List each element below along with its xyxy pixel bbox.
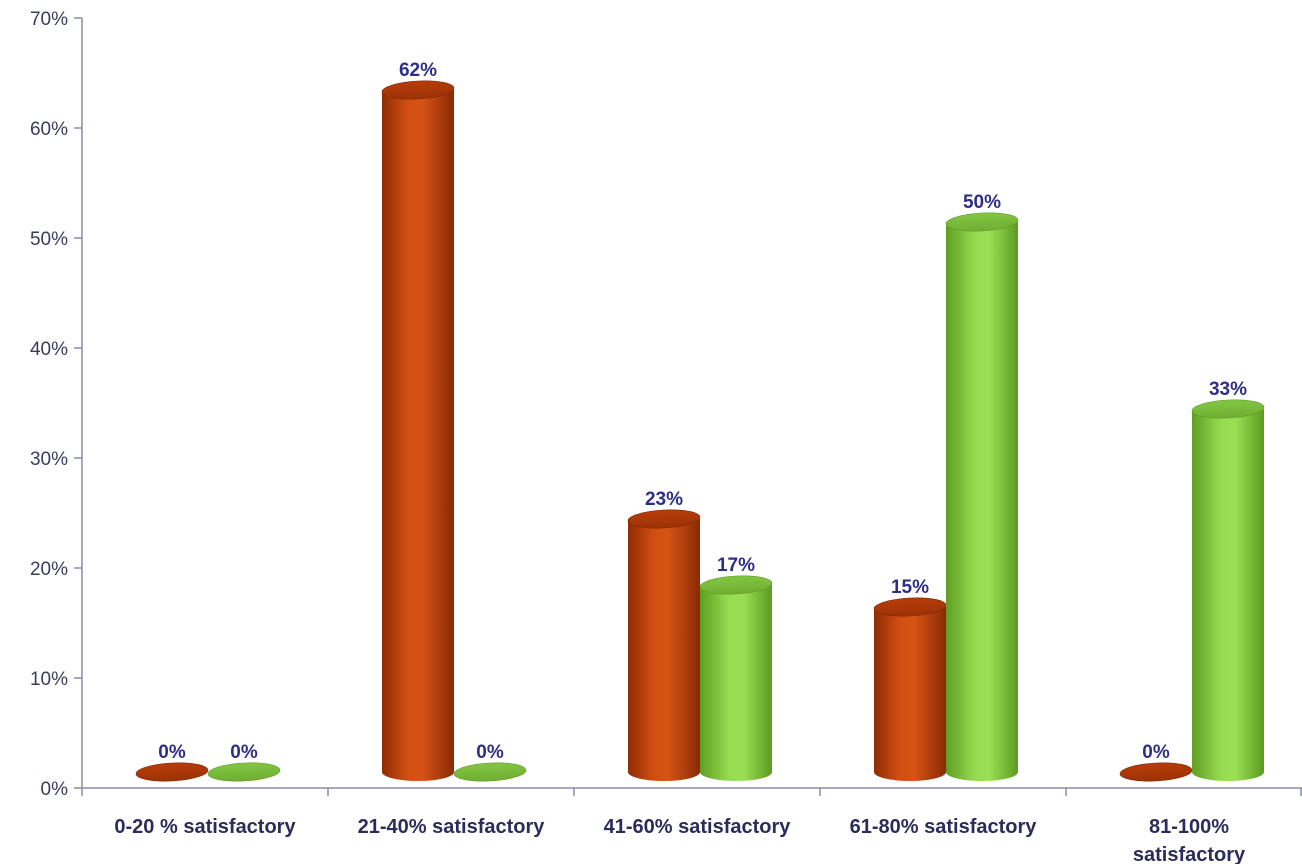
x-tick-label: 81-100% xyxy=(1149,816,1229,838)
bar-top xyxy=(453,762,527,782)
bar-top xyxy=(699,575,773,595)
data-label: 0% xyxy=(476,742,504,763)
bar xyxy=(207,762,281,782)
bar xyxy=(873,597,947,781)
y-tick-label: 60% xyxy=(30,119,68,140)
y-tick-label: 70% xyxy=(30,9,68,30)
data-labels: 0% 62% 23% 15% 0% 0% 0% 17% 50% 33% xyxy=(158,60,1247,763)
bar xyxy=(1191,399,1265,781)
y-tick-label: 0% xyxy=(41,779,69,800)
bar xyxy=(135,762,209,782)
bar xyxy=(945,212,1019,781)
data-label: 0% xyxy=(158,742,186,763)
y-tick-label: 10% xyxy=(30,669,68,690)
bar-top xyxy=(207,762,281,782)
x-tick-label: satisfactory xyxy=(1133,844,1246,864)
bar-top xyxy=(381,80,455,100)
bar-top xyxy=(945,212,1019,232)
data-label: 33% xyxy=(1209,379,1247,400)
data-label: 50% xyxy=(963,192,1001,213)
axes: 0% 10% 20% 30% 40% 50% 60% 70% 0-20 % satisfacto… xyxy=(30,9,1302,864)
bar xyxy=(381,80,455,781)
bar-top xyxy=(1119,762,1193,782)
y-tick-label: 50% xyxy=(30,229,68,250)
data-label: 0% xyxy=(230,742,258,763)
bar-body xyxy=(700,585,772,781)
bar xyxy=(699,575,773,781)
bar-body xyxy=(382,90,454,781)
bar-top xyxy=(135,762,209,782)
data-label: 62% xyxy=(399,60,437,81)
data-label: 15% xyxy=(891,577,929,598)
bars xyxy=(135,80,1265,782)
x-tick-label: 0-20 % satisfactory xyxy=(114,816,296,838)
bar xyxy=(1119,762,1193,782)
bar-body xyxy=(946,222,1018,781)
data-label: 0% xyxy=(1142,742,1170,763)
bar-top xyxy=(873,597,947,617)
data-label: 23% xyxy=(645,489,683,510)
bar-body xyxy=(874,607,946,781)
x-tick-label: 61-80% satisfactory xyxy=(850,816,1038,838)
x-tick-label: 21-40% satisfactory xyxy=(358,816,546,838)
data-label: 17% xyxy=(717,555,755,576)
x-tick-label: 41-60% satisfactory xyxy=(604,816,792,838)
bar-body xyxy=(628,519,700,781)
bar-top xyxy=(1191,399,1265,419)
y-tick-label: 30% xyxy=(30,449,68,470)
bar xyxy=(627,509,701,781)
y-tick-label: 20% xyxy=(30,559,68,580)
y-tick-label: 40% xyxy=(30,339,68,360)
bar-top xyxy=(627,509,701,529)
bar xyxy=(453,762,527,782)
bar-body xyxy=(1192,409,1264,781)
